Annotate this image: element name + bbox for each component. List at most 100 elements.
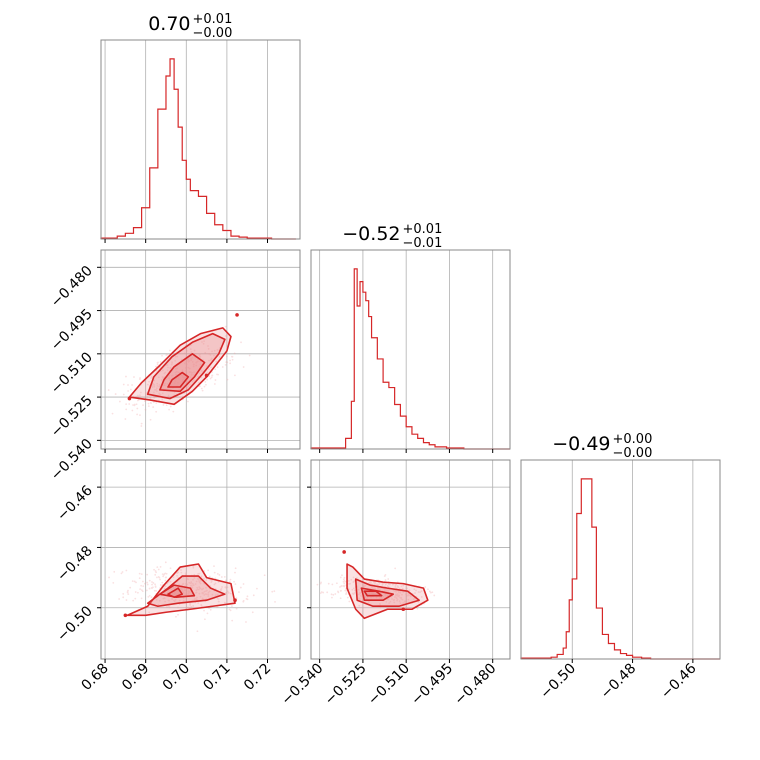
panel-frame [310, 459, 511, 660]
sample-point [396, 599, 398, 602]
sample-point [183, 362, 186, 365]
sample-point [203, 385, 206, 388]
sample-point [208, 575, 211, 578]
sample-point [345, 593, 347, 596]
sample-point [150, 377, 152, 379]
sample-point [121, 571, 124, 573]
sample-point [181, 369, 184, 372]
sample-point [132, 599, 135, 602]
sample-point [156, 384, 159, 387]
sample-point [152, 396, 155, 398]
sample-point [197, 578, 200, 581]
sample-point [169, 366, 172, 369]
sample-point [160, 379, 163, 381]
sample-point [187, 358, 190, 361]
sample-point [229, 592, 232, 595]
sample-point [210, 357, 213, 360]
sample-point [140, 422, 143, 425]
sample-point [331, 596, 333, 599]
sample-point [122, 393, 125, 396]
sample-point [394, 590, 396, 593]
sample-point [431, 591, 434, 594]
y-tick-label-pair1-2: −0.510 [48, 349, 96, 397]
sample-point [235, 597, 238, 600]
sample-point [154, 586, 157, 588]
sample-point [386, 585, 389, 587]
hist-bar-2-7 [366, 301, 369, 449]
sample-point [149, 418, 152, 421]
sample-point [213, 565, 215, 567]
sample-point [373, 583, 376, 586]
sample-point [316, 583, 319, 586]
sample-point [364, 595, 367, 598]
sample-point [198, 581, 201, 584]
sample-point [172, 410, 175, 413]
sample-point [133, 580, 136, 583]
sample-point [166, 353, 169, 356]
sample-point [400, 597, 403, 600]
sample-point [154, 388, 156, 391]
sample-point [180, 588, 183, 590]
sample-point [206, 365, 208, 367]
sample-point [199, 360, 202, 363]
sample-point [182, 582, 185, 585]
sample-point [161, 376, 164, 378]
sample-point [203, 618, 206, 621]
sample-point [185, 578, 188, 581]
sample-point [395, 593, 397, 596]
sample-point [413, 588, 416, 591]
sample-point [162, 377, 164, 379]
sample-point [427, 588, 429, 591]
sample-point [127, 390, 130, 392]
sample-point [340, 584, 343, 587]
sample-point [231, 355, 233, 358]
sample-point [192, 578, 194, 581]
sample-point [145, 589, 148, 592]
sample-point [159, 393, 162, 396]
sample-point [392, 599, 395, 602]
sample-point [419, 591, 421, 594]
sample-point [185, 592, 188, 595]
sample-point [144, 392, 147, 394]
sample-point [196, 588, 199, 591]
sample-point [148, 587, 151, 590]
sample-point [382, 595, 385, 598]
hist-bar-2-5 [360, 282, 363, 449]
sample-point [337, 590, 339, 593]
panel-frame [100, 39, 301, 240]
sample-point [159, 565, 162, 568]
sample-point [189, 602, 192, 605]
sample-point [139, 588, 142, 591]
hist-panel-1: 0.70 +0.01−0.00 [100, 12, 301, 243]
sample-point [405, 587, 408, 590]
sample-point [204, 380, 207, 383]
sample-point [193, 371, 196, 374]
sample-point [124, 418, 127, 420]
sample-point [386, 590, 389, 592]
sample-point [365, 597, 368, 600]
sample-point [192, 363, 195, 366]
sample-point [345, 591, 348, 594]
sample-point [391, 598, 393, 600]
sample-point [190, 373, 193, 376]
sample-point [155, 390, 158, 393]
sample-point [405, 587, 408, 589]
hist-bar-3-5 [569, 600, 572, 659]
sample-point [231, 605, 233, 608]
sample-point [188, 367, 191, 370]
sample-point [370, 596, 372, 599]
sample-point [149, 397, 152, 400]
sample-point [383, 575, 386, 577]
sample-point [216, 366, 219, 369]
sample-point [374, 587, 376, 590]
sample-point [177, 613, 179, 616]
x-tick-label-hist3-2: −0.46 [658, 660, 700, 702]
hist-bar-3-8 [581, 479, 592, 659]
sample-point [223, 575, 226, 578]
x-tick-label-pair3-1: −0.525 [322, 661, 370, 709]
sample-point [216, 606, 219, 609]
sample-point [229, 578, 232, 581]
sample-point [137, 399, 140, 401]
hist-bar-2-15 [406, 427, 412, 449]
hist-bar-1-8 [166, 76, 170, 239]
